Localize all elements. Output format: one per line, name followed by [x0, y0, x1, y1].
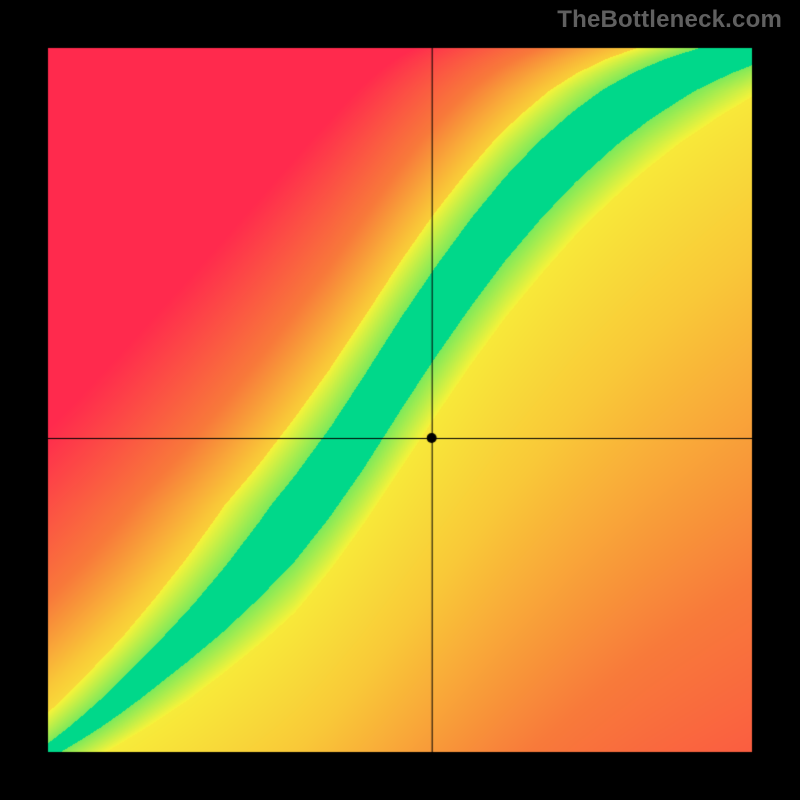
bottleneck-heatmap: [0, 0, 800, 800]
watermark-text: TheBottleneck.com: [557, 6, 782, 34]
